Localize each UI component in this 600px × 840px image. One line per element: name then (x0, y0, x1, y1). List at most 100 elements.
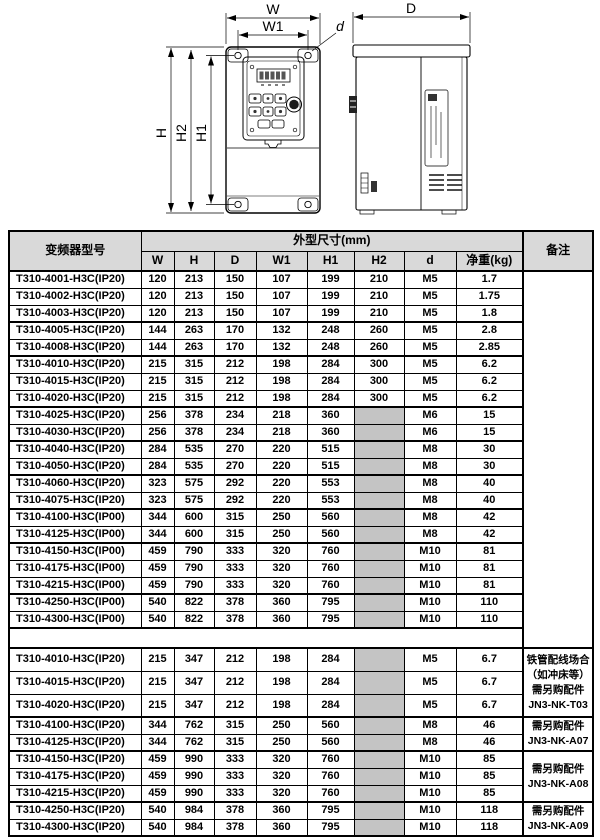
dim-value-cell: 315 (213, 716, 257, 735)
dim-value-cell: 292 (213, 491, 257, 510)
model-cell: T310-4250-H3C(IP20) (8, 801, 142, 820)
table-row: T310-4150-H3C(IP20) 459 990 333 320 760 M10 85 需… (8, 750, 594, 803)
dim-value-cell: 250 (255, 525, 308, 544)
model-cell: T310-4060-H3C(IP20) (8, 474, 142, 493)
screw-size-cell: M10 (403, 576, 457, 595)
dim-h2-cell: 210 (353, 287, 405, 306)
screw-size-cell: M8 (403, 733, 457, 752)
weight-cell: 1.7 (455, 270, 524, 289)
weight-cell: 40 (455, 491, 524, 510)
table-row: T310-4060-H3C(IP20) 323 575 292 220 553 M8 40 (8, 474, 593, 493)
table-row (8, 627, 593, 649)
table-row: T310-4025-H3C(IP20) 256 378 234 218 360 M6 15 (8, 406, 593, 425)
col-header-dims-group: 外型尺寸(mm) (140, 230, 524, 252)
dim-h2-cell: 300 (353, 372, 405, 391)
dim-value-cell: 347 (173, 670, 215, 695)
dim-value-cell: 323 (140, 474, 175, 493)
dim-value-cell: 600 (173, 508, 215, 527)
dim-value-cell: 822 (173, 593, 215, 612)
remark-cell: 铁管配线场合 （如冲床等） 需另购配件 JN3-NK-T03 (522, 647, 594, 718)
dim-h2-cell (353, 784, 405, 803)
dim-value-cell: 107 (255, 287, 308, 306)
dim-h2-cell (353, 610, 405, 629)
dim-h2-cell (353, 542, 405, 561)
screw-size-cell: M5 (403, 670, 457, 695)
dim-h2-cell (353, 767, 405, 786)
dim-value-cell: 540 (140, 593, 175, 612)
dim-value-cell: 315 (173, 372, 215, 391)
dim-value-cell: 212 (213, 389, 257, 408)
weight-cell: 42 (455, 525, 524, 544)
dim-value-cell: 459 (140, 767, 175, 786)
dim-value-cell: 760 (306, 784, 355, 803)
col-header-screw: d (403, 250, 457, 272)
dim-value-cell: 199 (306, 287, 355, 306)
model-cell: T310-4020-H3C(IP20) (8, 389, 142, 408)
dim-value-cell: 215 (140, 647, 175, 672)
dim-value-cell: 234 (213, 406, 257, 425)
dim-value-cell: 198 (255, 372, 308, 391)
display-icon (256, 68, 291, 83)
dim-value-cell: 760 (306, 576, 355, 595)
dim-value-cell: 360 (255, 593, 308, 612)
dim-value-cell: 333 (213, 559, 257, 578)
dim-value-cell: 795 (306, 801, 355, 820)
dim-value-cell: 600 (173, 525, 215, 544)
dim-h2-cell (353, 559, 405, 578)
model-cell: T310-4001-H3C(IP20) (8, 270, 142, 289)
dim-value-cell: 360 (306, 423, 355, 442)
dim-value-cell: 248 (306, 338, 355, 357)
screw-size-cell: M10 (403, 818, 457, 837)
dim-h2-cell (353, 423, 405, 442)
dim-value-cell: 213 (173, 270, 215, 289)
weight-cell: 30 (455, 457, 524, 476)
screw-size-cell: M5 (403, 338, 457, 357)
weight-cell: 2.8 (455, 321, 524, 340)
dim-h2-cell (353, 670, 405, 695)
dim-value-cell: 150 (213, 304, 257, 323)
dim-value-cell: 315 (173, 389, 215, 408)
dim-value-cell: 215 (140, 670, 175, 695)
dim-value-cell: 220 (255, 457, 308, 476)
model-cell: T310-4125-H3C(IP00) (8, 525, 142, 544)
dim-h2-cell: 260 (353, 321, 405, 340)
dim-value-cell: 218 (255, 423, 308, 442)
model-cell: T310-4100-H3C(IP20) (8, 716, 142, 735)
dim-label-depth: D (406, 0, 416, 16)
screw-size-cell: M8 (403, 716, 457, 735)
dim-value-cell: 378 (173, 406, 215, 425)
dim-value-cell: 107 (255, 270, 308, 289)
dim-value-cell: 256 (140, 423, 175, 442)
nameplate-icon (424, 89, 449, 167)
dim-value-cell: 378 (213, 610, 257, 629)
dim-value-cell: 315 (173, 355, 215, 374)
model-cell: T310-4215-H3C(IP20) (8, 784, 142, 803)
weight-cell: 1.75 (455, 287, 524, 306)
table-row: T310-4008-H3C(IP20) 144 263 170 132 248 260 M5 2… (8, 338, 593, 357)
screw-size-cell: M10 (403, 542, 457, 561)
model-cell: T310-4175-H3C(IP20) (8, 767, 142, 786)
screw-size-cell: M8 (403, 525, 457, 544)
dim-label-w: W (266, 1, 280, 17)
dim-value-cell: 540 (140, 610, 175, 629)
dim-value-cell: 263 (173, 338, 215, 357)
mounting-hole-icon (234, 51, 242, 60)
dim-value-cell: 790 (173, 576, 215, 595)
dim-value-cell: 553 (306, 491, 355, 510)
model-cell: T310-4002-H3C(IP20) (8, 287, 142, 306)
dim-value-cell: 144 (140, 338, 175, 357)
dim-value-cell: 213 (173, 287, 215, 306)
weight-cell: 6.7 (455, 670, 524, 695)
dim-value-cell: 234 (213, 423, 257, 442)
dim-value-cell: 320 (255, 559, 308, 578)
dim-value-cell: 263 (173, 321, 215, 340)
dim-value-cell: 212 (213, 647, 257, 672)
dim-value-cell: 459 (140, 784, 175, 803)
table-row: T310-4175-H3C(IP00) 459 790 333 320 760 M10 81 (8, 559, 593, 578)
screw-size-cell: M6 (403, 423, 457, 442)
dim-value-cell: 333 (213, 542, 257, 561)
dim-value-cell: 256 (140, 406, 175, 425)
table-row: T310-4075-H3C(IP20) 323 575 292 220 553 M8 40 (8, 491, 593, 510)
dim-value-cell: 990 (173, 767, 215, 786)
dim-value-cell: 575 (173, 491, 215, 510)
